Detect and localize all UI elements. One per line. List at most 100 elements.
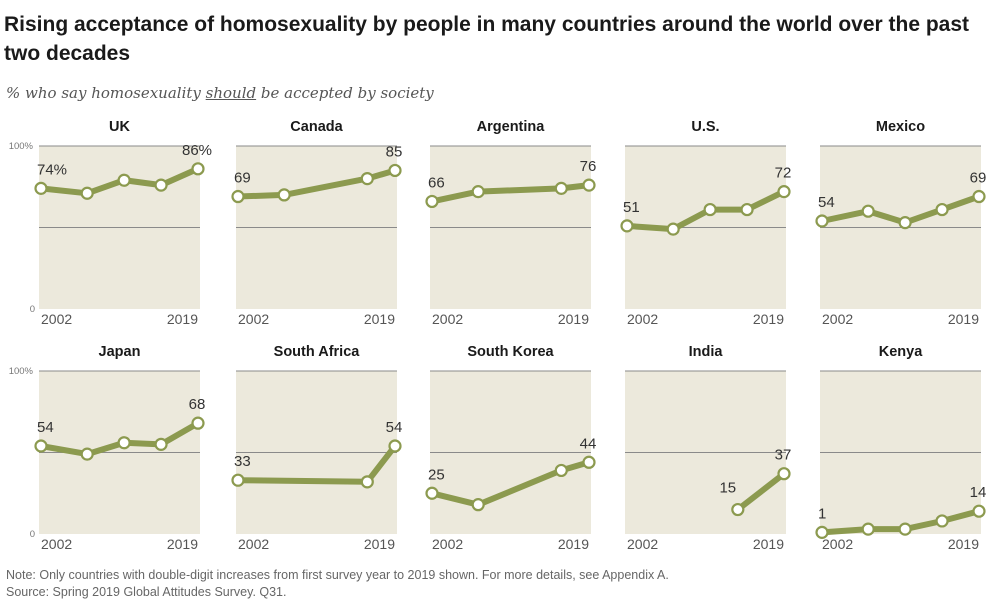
first-value-label: 25 bbox=[428, 466, 445, 483]
x-tick-label: 2002 bbox=[822, 311, 853, 327]
first-value-label: 74% bbox=[37, 161, 67, 178]
data-point bbox=[360, 475, 374, 489]
last-value-label: 68 bbox=[189, 396, 206, 413]
last-value-label: 85 bbox=[386, 143, 403, 160]
last-value-label: 44 bbox=[580, 435, 597, 452]
data-point bbox=[154, 437, 168, 451]
x-tick-label: 2019 bbox=[558, 536, 589, 552]
data-point bbox=[231, 473, 245, 487]
data-point bbox=[703, 202, 717, 217]
last-value-label: 72 bbox=[775, 165, 792, 182]
series-line bbox=[429, 459, 592, 508]
data-point bbox=[731, 502, 745, 517]
x-tick-label: 2002 bbox=[627, 311, 658, 327]
data-point bbox=[471, 185, 485, 199]
panel-south-korea: South Korea 2002 2019 25 44 bbox=[425, 344, 597, 552]
last-value-label: 69 bbox=[970, 170, 987, 187]
x-tick-label: 2002 bbox=[432, 311, 463, 327]
first-value-label: 1 bbox=[818, 505, 826, 522]
panel-title: South Africa bbox=[274, 344, 361, 360]
data-point bbox=[554, 181, 568, 195]
x-tick-label: 2019 bbox=[753, 311, 784, 327]
first-value-label: 15 bbox=[719, 480, 736, 497]
data-point bbox=[425, 486, 439, 500]
last-value-label: 76 bbox=[580, 158, 597, 175]
panel-title: India bbox=[689, 344, 724, 360]
x-tick-label: 2019 bbox=[948, 311, 979, 327]
chart-subtitle: % who say homosexuality should be accept… bbox=[6, 84, 434, 102]
panel-title: Canada bbox=[290, 119, 343, 135]
panel-title: UK bbox=[109, 119, 130, 135]
panel-canada: Canada 2002 2019 69 85 bbox=[231, 119, 403, 327]
data-point bbox=[740, 202, 754, 217]
series-line bbox=[235, 167, 398, 200]
x-tick-label: 2019 bbox=[948, 536, 979, 552]
panel-uk: UK 100% 0 2002 2019 74% 86% bbox=[9, 119, 212, 327]
y-tick-label: 100% bbox=[9, 366, 34, 377]
x-tick-label: 2002 bbox=[432, 536, 463, 552]
x-tick-label: 2002 bbox=[627, 536, 658, 552]
data-point bbox=[582, 178, 596, 192]
footnotes: Note: Only countries with double-digit i… bbox=[6, 567, 669, 601]
data-point bbox=[34, 181, 48, 195]
x-tick-label: 2002 bbox=[238, 311, 269, 327]
panel-title: U.S. bbox=[691, 119, 719, 135]
y-tick-label: 0 bbox=[30, 529, 35, 540]
panel-u-s-: U.S. 2002 2019 51 72 bbox=[620, 119, 792, 327]
y-tick-label: 100% bbox=[9, 141, 34, 152]
last-value-label: 54 bbox=[386, 419, 403, 436]
data-point bbox=[191, 416, 205, 430]
panel-south-africa: South Africa 2002 2019 33 54 bbox=[231, 344, 403, 552]
note-text: Note: Only countries with double-digit i… bbox=[6, 568, 669, 582]
panel-title: Japan bbox=[99, 344, 141, 360]
data-point bbox=[666, 222, 680, 236]
series-line bbox=[429, 182, 592, 205]
data-point bbox=[80, 447, 94, 461]
x-tick-label: 2019 bbox=[364, 536, 395, 552]
data-point bbox=[972, 504, 986, 518]
data-point bbox=[972, 189, 986, 204]
source-text: Source: Spring 2019 Global Attitudes Sur… bbox=[6, 585, 287, 599]
data-point bbox=[935, 202, 949, 217]
data-point bbox=[861, 204, 875, 218]
x-tick-label: 2019 bbox=[167, 311, 198, 327]
series-line bbox=[734, 470, 787, 513]
data-point bbox=[898, 216, 912, 230]
first-value-label: 69 bbox=[234, 170, 251, 187]
first-value-label: 54 bbox=[818, 194, 835, 211]
data-point bbox=[117, 173, 131, 187]
data-point bbox=[620, 219, 634, 233]
panel-argentina: Argentina 2002 2019 66 76 bbox=[425, 119, 597, 327]
x-tick-label: 2002 bbox=[41, 536, 72, 552]
panel-title: Kenya bbox=[879, 344, 923, 360]
panel-kenya: Kenya 2002 2019 1 14 bbox=[815, 344, 986, 552]
x-tick-label: 2002 bbox=[41, 311, 72, 327]
panel-mexico: Mexico 2002 2019 54 69 bbox=[815, 119, 987, 327]
data-point bbox=[360, 171, 374, 186]
first-value-label: 66 bbox=[428, 174, 445, 191]
data-point bbox=[861, 522, 875, 536]
panel-japan: Japan 100% 0 2002 2019 54 68 bbox=[9, 344, 206, 552]
first-value-label: 54 bbox=[37, 419, 54, 436]
panel-india: India 2002 2019 15 37 bbox=[625, 344, 791, 552]
first-value-label: 51 bbox=[623, 199, 640, 216]
data-point bbox=[898, 522, 912, 536]
data-point bbox=[117, 436, 131, 450]
data-point bbox=[388, 439, 402, 453]
data-point bbox=[777, 185, 791, 199]
data-point bbox=[34, 439, 48, 453]
data-point bbox=[231, 189, 245, 204]
x-tick-label: 2002 bbox=[822, 536, 853, 552]
first-value-label: 33 bbox=[234, 453, 251, 470]
data-point bbox=[80, 186, 94, 200]
last-value-label: 37 bbox=[775, 447, 792, 464]
data-point bbox=[935, 514, 949, 528]
y-tick-label: 0 bbox=[30, 304, 35, 315]
panel-title: Argentina bbox=[477, 119, 546, 135]
x-tick-label: 2019 bbox=[364, 311, 395, 327]
panel-title: South Korea bbox=[467, 344, 554, 360]
data-point bbox=[582, 455, 596, 469]
data-point bbox=[471, 498, 485, 512]
x-tick-label: 2019 bbox=[167, 536, 198, 552]
data-point bbox=[154, 178, 168, 192]
